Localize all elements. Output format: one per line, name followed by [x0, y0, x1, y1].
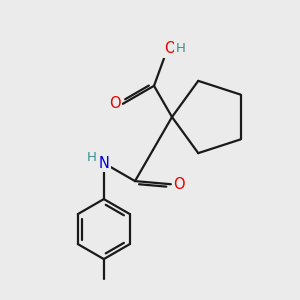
Text: N: N: [98, 156, 109, 171]
Text: H: H: [87, 151, 97, 164]
Text: O: O: [164, 41, 176, 56]
Text: O: O: [173, 177, 185, 192]
Text: O: O: [109, 96, 121, 111]
Text: H: H: [176, 43, 185, 56]
